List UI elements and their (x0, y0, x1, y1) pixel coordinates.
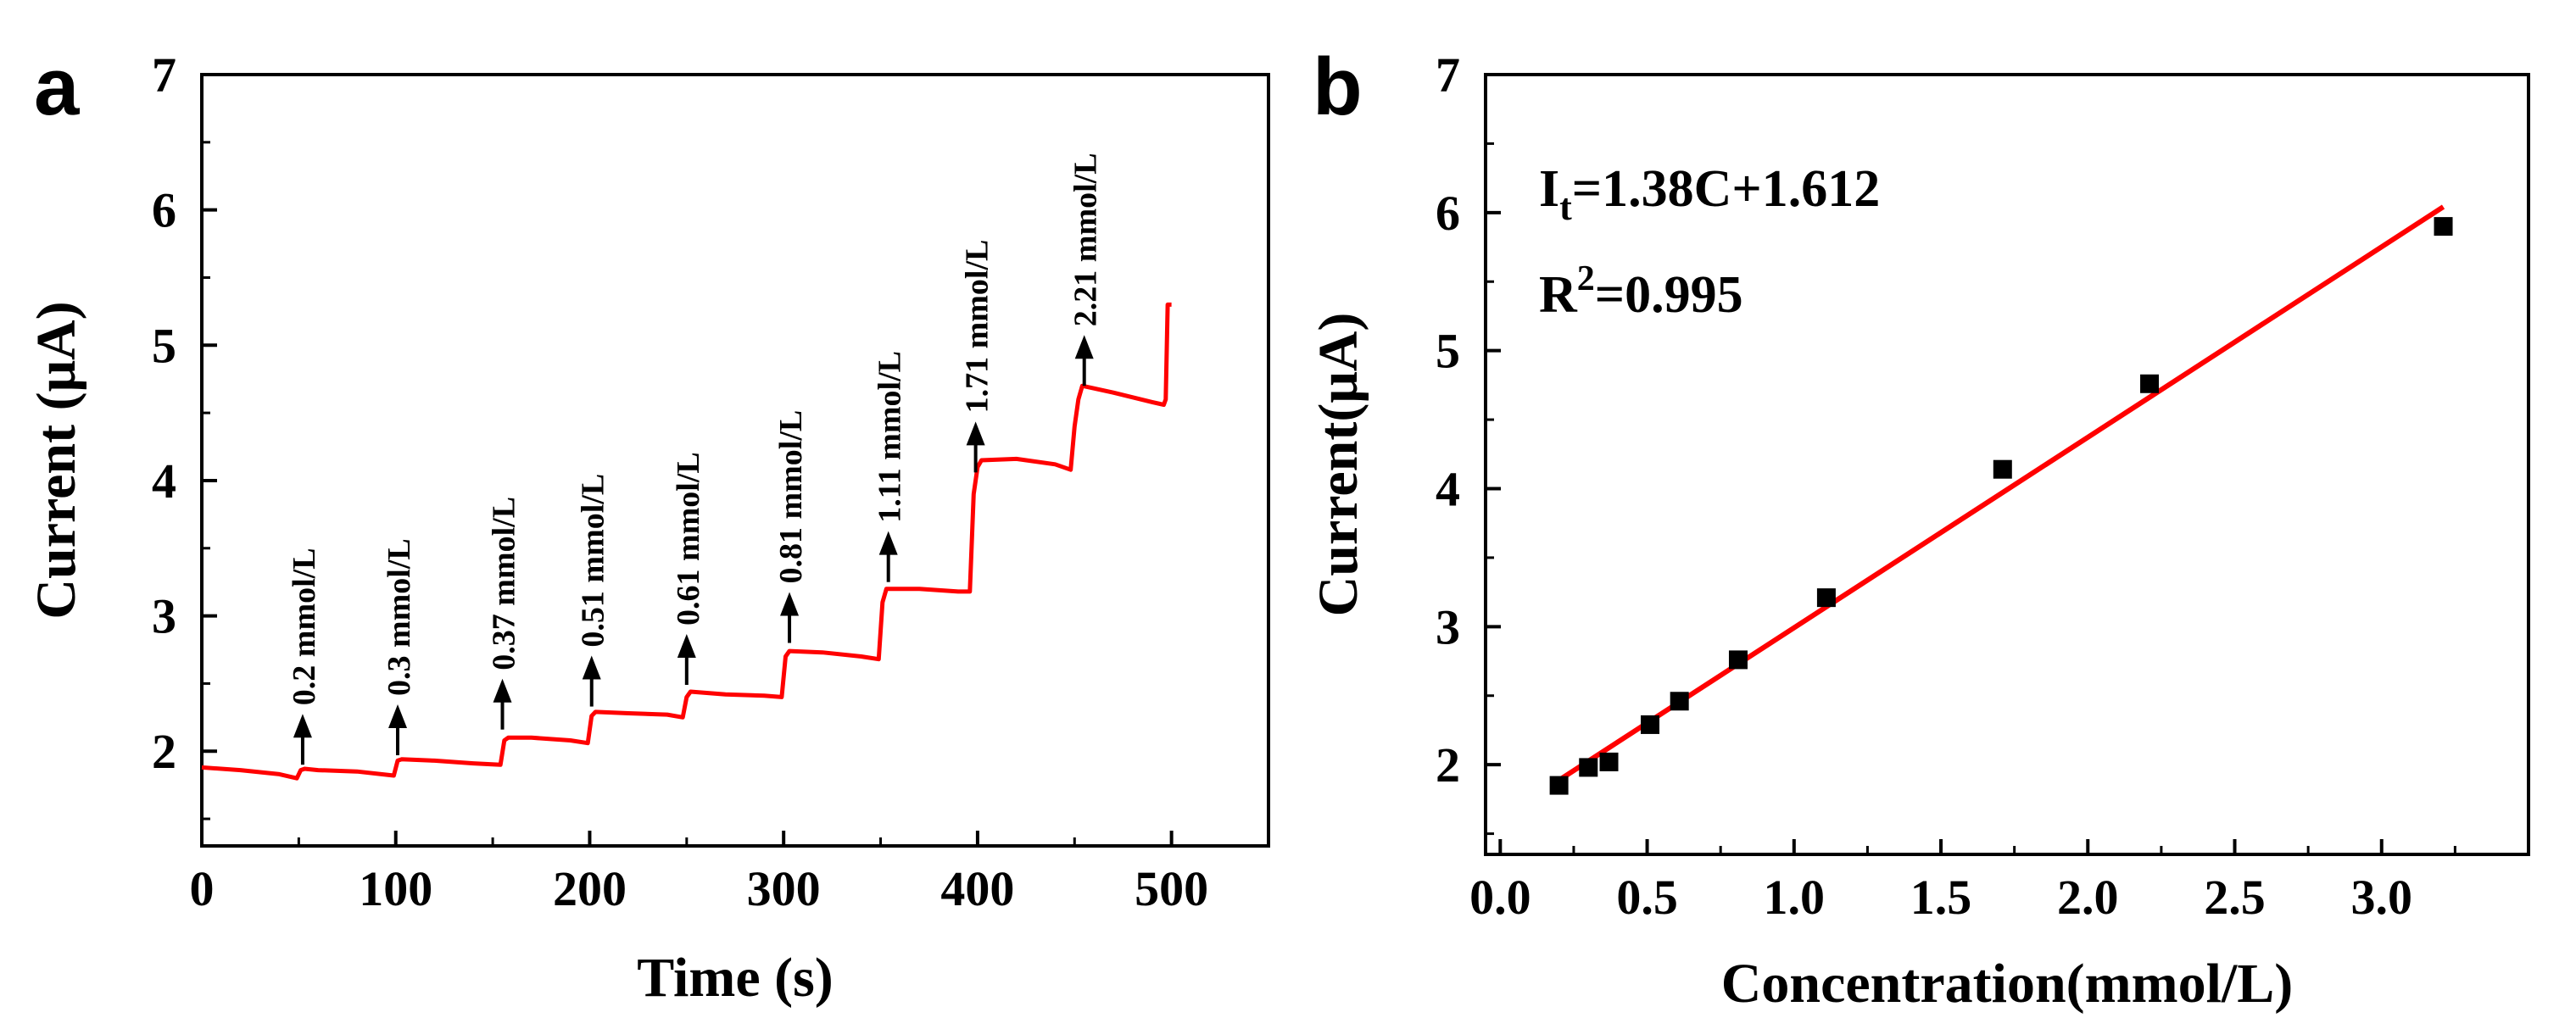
panel-a-y-axis: 2 3 4 5 6 7 (152, 47, 217, 820)
panel-a-annotations: 0.2 mmol/L 0.3 mmol/L 0.37 mmol/L 0.51 mmol… (287, 153, 1104, 765)
panel-a-x-tick-label: 400 (940, 861, 1014, 916)
panel-a-annotation: 0.2 mmol/L (287, 548, 322, 765)
panel-b-x-tick-label: 2.5 (2204, 870, 2266, 925)
panel-a-x-axis: 0 100 200 300 400 500 (190, 831, 1208, 916)
panel-b-y-tick-label: 2 (1436, 737, 1460, 793)
panel-a-annotation: 0.61 mmol/L (671, 452, 706, 686)
panel-b-data-point (1816, 588, 1836, 608)
panel-b-points (1549, 217, 2453, 795)
panel-b-data-point (1549, 776, 1569, 795)
panel-a-arrow-head (293, 714, 312, 738)
panel-a-annotation-label: 1.11 mmol/L (873, 351, 908, 523)
panel-a-annotation: 0.51 mmol/L (576, 474, 611, 707)
panel-a-x-label: Time (s) (637, 947, 834, 1009)
panel-b-x-tick-label: 1.0 (1764, 870, 1826, 925)
panel-b-y-label: Current(μA) (1308, 313, 1369, 617)
panel-b-data-point (1579, 758, 1598, 777)
panel-b-y-tick-label: 7 (1436, 47, 1460, 103)
panel-b-x-tick-label: 0.5 (1616, 870, 1678, 925)
panel-a-y-label: Current (μA) (25, 301, 87, 619)
panel-a-x-tick-label: 100 (359, 861, 432, 916)
panel-a-x-tick-label: 0 (190, 861, 215, 916)
panel-a-annotation: 0.81 mmol/L (773, 410, 809, 643)
panel-a-x-tick-label: 200 (553, 861, 627, 916)
panel-a-arrow-head (493, 678, 512, 703)
panel-a-series-line (201, 302, 1172, 781)
panel-a-annotation: 1.11 mmol/L (873, 351, 908, 582)
panel-a-y-tick-label: 4 (152, 453, 176, 509)
panel-a-arrow-head (677, 634, 696, 659)
panel-a-y-tick-label: 3 (152, 589, 176, 644)
panel-a-annotation: 0.3 mmol/L (382, 538, 417, 756)
panel-b-letter: b (1313, 42, 1363, 132)
panel-a-annotation-label: 0.51 mmol/L (576, 474, 611, 648)
panel-a-y-tick-label: 6 (152, 183, 176, 238)
panel-a-arrow-head (780, 592, 800, 616)
panel-b-y-tick-label: 3 (1436, 599, 1460, 654)
panel-a-arrow-head (1074, 335, 1094, 359)
panel-a-annotation: 1.71 mmol/L (960, 240, 995, 473)
panel-b-x-axis: 0.0 0.5 1.0 1.5 2.0 2.5 3.0 (1469, 839, 2456, 925)
panel-a-arrow-head (878, 531, 898, 555)
panel-b-fit-line (1557, 204, 2445, 782)
panel-b-y-axis: 2 3 4 5 6 7 (1436, 47, 1501, 836)
panel-b-x-tick-label: 2.0 (2057, 870, 2119, 925)
panel-b-data-point (1728, 650, 1748, 670)
panel-a-annotation-label: 2.21 mmol/L (1068, 153, 1104, 326)
panel-a-x-tick-label: 300 (747, 861, 821, 916)
panel-b-x-tick-label: 3.0 (2351, 870, 2413, 925)
panel-a-annotation-label: 0.37 mmol/L (487, 497, 522, 670)
panel-a: a 0 100 200 300 400 500 2 3 4 5 6 7 0.2 mmol/L 0.3 … (25, 42, 1270, 1009)
panel-b-data-point (1993, 459, 2012, 479)
panel-b-x-tick-label: 1.5 (1910, 870, 1972, 925)
panel-a-annotation: 2.21 mmol/L (1068, 153, 1104, 387)
panel-a-annotation-label: 0.3 mmol/L (382, 538, 417, 696)
panel-a-letter: a (34, 42, 80, 132)
panel-a-annotation-label: 1.71 mmol/L (960, 240, 995, 414)
panel-b-data-point (1641, 715, 1660, 734)
panel-b-plot-frame (1484, 73, 2530, 856)
panel-b-r-squared: R2=0.995 (1539, 259, 1743, 324)
panel-b-data-point (2140, 374, 2160, 393)
panel-a-arrow-head (966, 421, 985, 446)
panel-a-annotation-label: 0.2 mmol/L (287, 548, 322, 705)
panel-a-plot-frame (200, 73, 1270, 848)
panel-a-x-tick-label: 500 (1135, 861, 1208, 916)
panel-b: b 0.0 0.5 1.0 1.5 2.0 2.5 3.0 2 3 4 5 6 7 It=1.38C+… (1308, 42, 2530, 1015)
panel-a-y-tick-label: 2 (152, 724, 176, 779)
panel-b-equation: It=1.38C+1.612 (1539, 160, 1880, 228)
panel-a-annotation-label: 0.81 mmol/L (773, 410, 809, 584)
panel-a-y-tick-label: 7 (152, 47, 176, 103)
panel-b-data-point (1670, 692, 1689, 711)
panel-a-arrow-head (582, 655, 601, 680)
panel-a-annotation-label: 0.61 mmol/L (671, 452, 706, 626)
panel-b-x-label: Concentration(mmol/L) (1721, 953, 2294, 1015)
panel-a-annotation: 0.37 mmol/L (487, 497, 522, 730)
panel-b-data-point (1599, 752, 1619, 771)
panel-b-x-tick-label: 0.0 (1469, 870, 1531, 925)
panel-b-y-tick-label: 6 (1436, 186, 1460, 241)
panel-b-y-tick-label: 4 (1436, 461, 1460, 516)
panel-a-arrow-head (388, 704, 408, 729)
panel-b-y-tick-label: 5 (1436, 324, 1460, 379)
panel-b-data-point (2434, 217, 2453, 236)
panel-a-y-tick-label: 5 (152, 318, 176, 373)
